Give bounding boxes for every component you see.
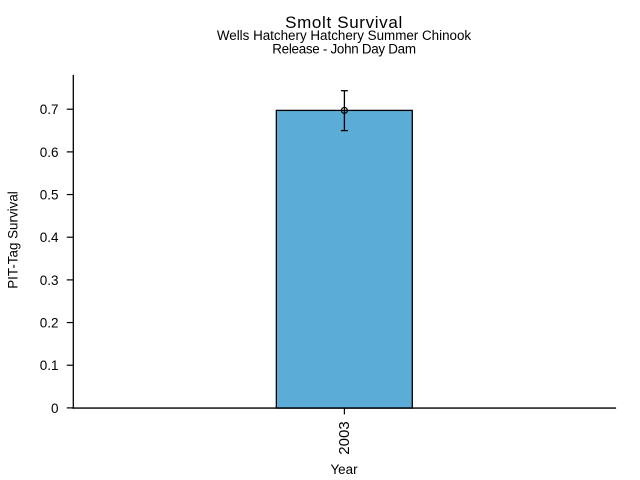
svg-text:2003: 2003	[336, 421, 353, 454]
svg-text:0.6: 0.6	[40, 145, 59, 160]
svg-text:0.4: 0.4	[40, 230, 59, 245]
svg-text:Release - John Day Dam: Release - John Day Dam	[272, 41, 416, 56]
svg-text:0.7: 0.7	[40, 102, 59, 117]
svg-text:0.3: 0.3	[40, 273, 59, 288]
svg-text:PIT-Tag Survival: PIT-Tag Survival	[6, 191, 21, 289]
svg-text:0.5: 0.5	[40, 188, 59, 203]
svg-text:0: 0	[51, 401, 59, 416]
svg-text:Wells Hatchery Hatchery Summer: Wells Hatchery Hatchery Summer Chinook	[217, 28, 472, 43]
svg-text:0.1: 0.1	[40, 358, 59, 373]
svg-text:Year: Year	[330, 462, 358, 477]
svg-text:Smolt Survival: Smolt Survival	[285, 13, 403, 32]
svg-text:0.2: 0.2	[40, 316, 59, 331]
